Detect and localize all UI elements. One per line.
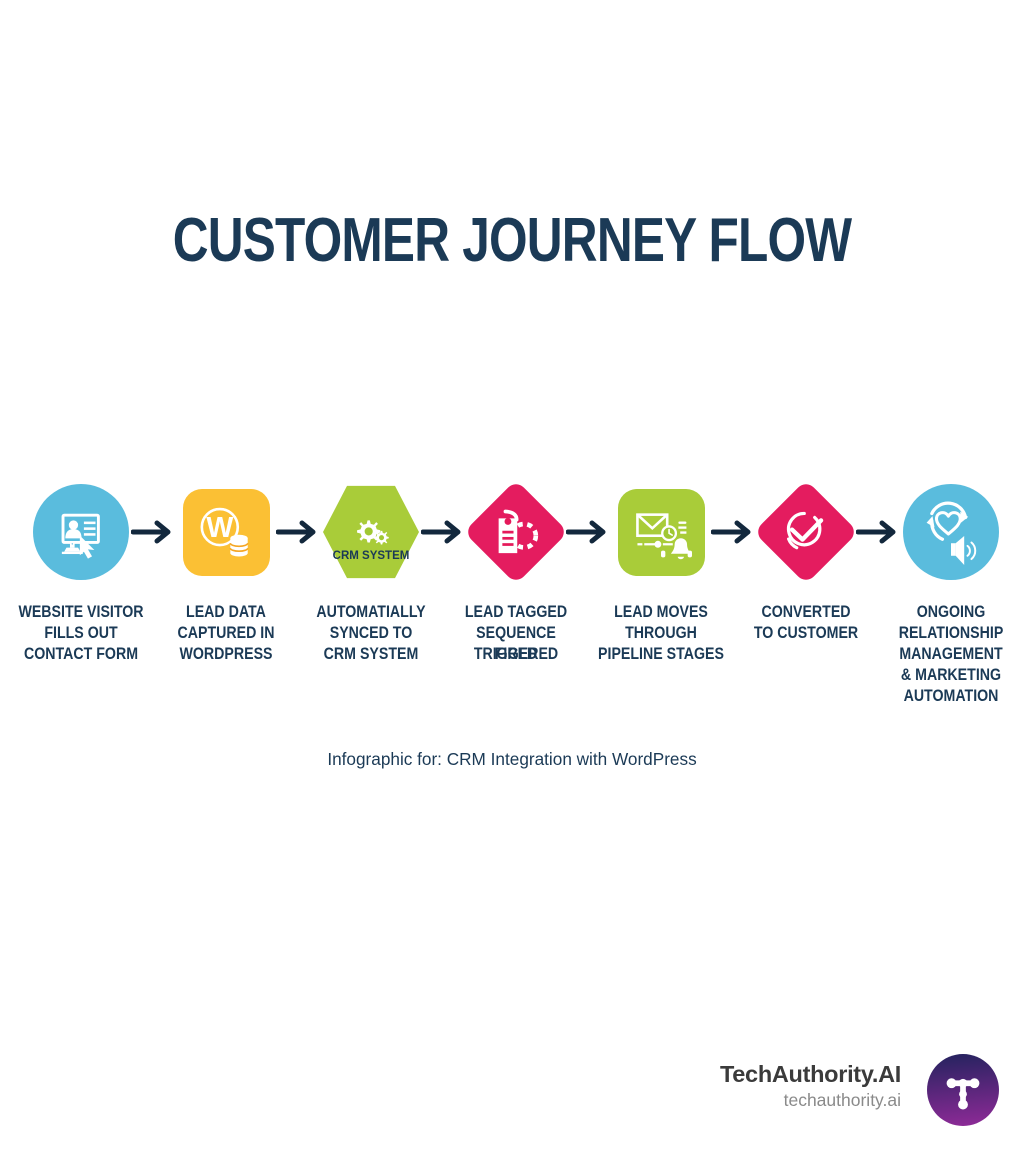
svg-text:W: W (206, 512, 233, 544)
